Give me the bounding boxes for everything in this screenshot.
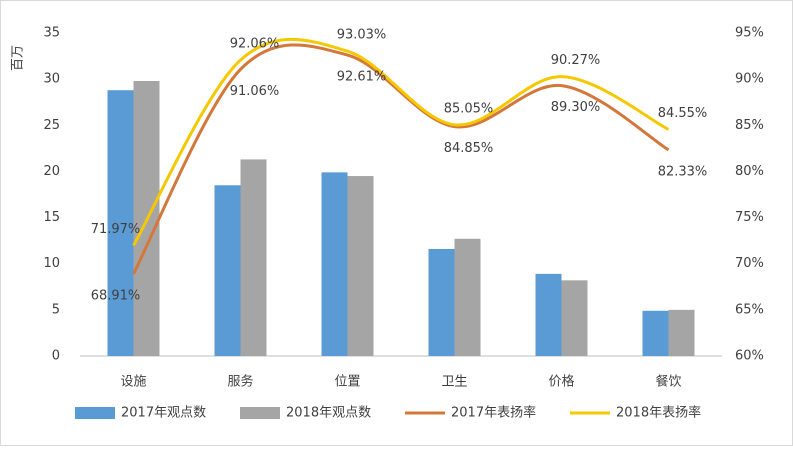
y-tick-label: 10 <box>43 256 60 271</box>
bar <box>214 185 241 356</box>
bar <box>454 238 481 356</box>
legend-label: 2018年表扬率 <box>616 405 701 421</box>
y2-tick-label: 90% <box>735 72 764 87</box>
x-tick-label: 设施 <box>120 375 146 390</box>
bar <box>321 172 348 356</box>
data-label: 71.97% <box>91 222 141 237</box>
x-tick-label: 价格 <box>548 374 574 390</box>
y2-tick-label: 85% <box>735 118 764 133</box>
bar <box>561 280 588 356</box>
y2-tick-label: 75% <box>735 210 764 225</box>
data-label: 85.05% <box>444 101 494 116</box>
y-tick-label: 5 <box>52 302 60 317</box>
y-tick-label: 0 <box>52 349 60 364</box>
data-label: 84.55% <box>658 106 708 121</box>
line <box>132 43 670 275</box>
legend-label: 2018年观点数 <box>286 406 371 421</box>
data-label: 93.03% <box>337 28 387 43</box>
bar <box>642 310 669 356</box>
y2-tick-label: 80% <box>735 164 764 179</box>
data-label: 68.91% <box>91 288 141 303</box>
x-tick-label: 服务 <box>227 374 253 390</box>
y2-tick-label: 60% <box>735 349 764 364</box>
data-label: 84.85% <box>444 141 494 156</box>
legend-label: 2017年表扬率 <box>451 405 536 421</box>
line <box>132 37 670 247</box>
y-tick-label: 35 <box>43 26 60 41</box>
bar <box>535 273 562 356</box>
y2-tick-label: 65% <box>735 302 764 317</box>
x-tick-label: 餐饮 <box>655 374 681 390</box>
y-tick-label: 25 <box>43 118 60 133</box>
legend-swatch <box>240 407 280 419</box>
bar <box>428 248 455 356</box>
y2-tick-label: 70% <box>735 256 764 271</box>
bar <box>668 309 695 356</box>
bar <box>240 159 267 356</box>
data-label: 90.27% <box>551 53 601 68</box>
x-tick-label: 位置 <box>334 375 360 390</box>
data-label: 91.06% <box>230 84 280 99</box>
data-label: 92.61% <box>337 70 387 85</box>
legend-label: 2017年观点数 <box>121 406 206 421</box>
y-tick-label: 20 <box>43 164 60 179</box>
y2-tick-label: 95% <box>735 26 764 41</box>
legend-swatch <box>75 407 115 419</box>
y-tick-label: 15 <box>43 210 60 225</box>
data-label: 89.30% <box>551 100 601 115</box>
x-tick-label: 卫生 <box>441 375 467 390</box>
bar <box>347 176 374 356</box>
bar <box>107 90 134 357</box>
y-axis-label: 百万 <box>11 45 26 71</box>
data-label: 92.06% <box>230 37 280 52</box>
y-tick-label: 30 <box>43 72 60 87</box>
data-label: 82.33% <box>658 164 708 179</box>
